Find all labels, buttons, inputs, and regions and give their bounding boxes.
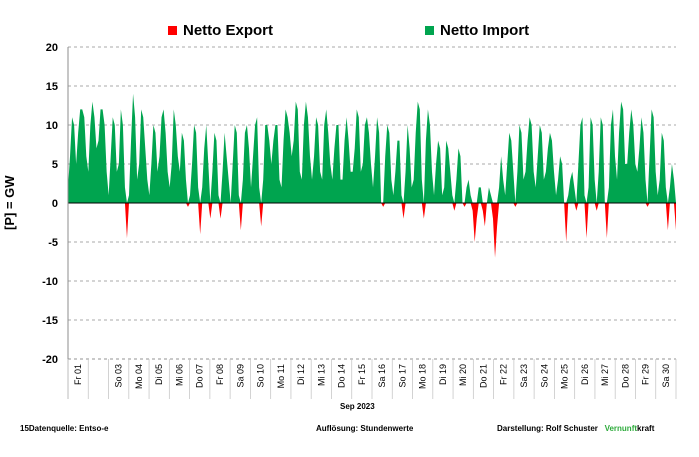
x-tick-label: Do 28 [620, 364, 630, 388]
footer-brand-part2: kraft [637, 424, 655, 433]
x-tick-label: Di 12 [296, 364, 306, 385]
x-tick-label: Mi 27 [600, 364, 610, 386]
x-tick-label: Fr 01 [73, 364, 83, 385]
x-tick-label: Sa 30 [661, 364, 671, 388]
x-tick-label: So 24 [539, 364, 549, 388]
x-tick-label: So 17 [397, 364, 407, 388]
y-tick-label: 15 [46, 81, 58, 93]
y-tick-label: 20 [46, 42, 58, 54]
x-tick-label: Mo 11 [276, 364, 286, 388]
x-tick-label: Fr 08 [215, 364, 225, 385]
x-tick-label: Mi 20 [458, 364, 468, 386]
x-tick-label: So 03 [114, 364, 124, 388]
x-tick-label: Mi 06 [174, 364, 184, 386]
footer-source: 15Datenquelle: Entso-e [20, 424, 109, 433]
footer-author: Darstellung: Rolf Schuster Vernunftkraft [497, 424, 654, 433]
footer-brand-part1: Vernunft [604, 424, 638, 433]
series-area-import [68, 93, 676, 203]
x-tick-label: Mo 25 [560, 364, 570, 389]
x-tick-label: Sa 09 [235, 364, 245, 388]
y-tick-label: 0 [52, 198, 58, 210]
y-tick-label: -20 [42, 354, 58, 366]
y-tick-label: -10 [42, 276, 58, 288]
x-tick-label: Fr 15 [357, 364, 367, 385]
legend-import-label: Netto Import [440, 22, 530, 39]
y-tick-label: 10 [46, 120, 58, 132]
y-tick-label: -15 [42, 315, 58, 327]
legend-export-label: Netto Export [183, 22, 273, 39]
y-axis-title: [P] = GW [2, 175, 17, 230]
x-tick-label: Do 07 [195, 364, 205, 388]
legend-export: Netto Export [168, 22, 273, 39]
footer-author-text: Darstellung: Rolf Schuster [497, 424, 598, 433]
x-tick-label: Mi 13 [316, 364, 326, 386]
legend-import-swatch [425, 26, 434, 35]
x-tick-label: So 10 [256, 364, 266, 388]
x-axis-title: Sep 2023 [340, 402, 375, 411]
x-tick-label: Di 26 [580, 364, 590, 385]
x-tick-label: Sa 16 [377, 364, 387, 388]
x-tick-label: Do 14 [337, 364, 347, 388]
x-tick-label: Fr 22 [499, 364, 509, 385]
x-tick-label: Di 19 [438, 364, 448, 385]
x-tick-label: Mo 18 [418, 364, 428, 389]
y-tick-label: 5 [52, 159, 58, 171]
legend-export-swatch [168, 26, 177, 35]
footer-resolution: Auflösung: Stundenwerte [316, 424, 414, 433]
x-tick-label: Mo 04 [134, 364, 144, 389]
series-area-export [68, 203, 676, 258]
x-tick-label: Di 05 [154, 364, 164, 385]
x-tick-label: Sa 23 [519, 364, 529, 388]
x-tick-label: Do 21 [478, 364, 488, 388]
y-tick-label: -5 [48, 237, 58, 249]
x-tick-label: Fr 29 [641, 364, 651, 385]
legend-import: Netto Import [425, 22, 529, 39]
